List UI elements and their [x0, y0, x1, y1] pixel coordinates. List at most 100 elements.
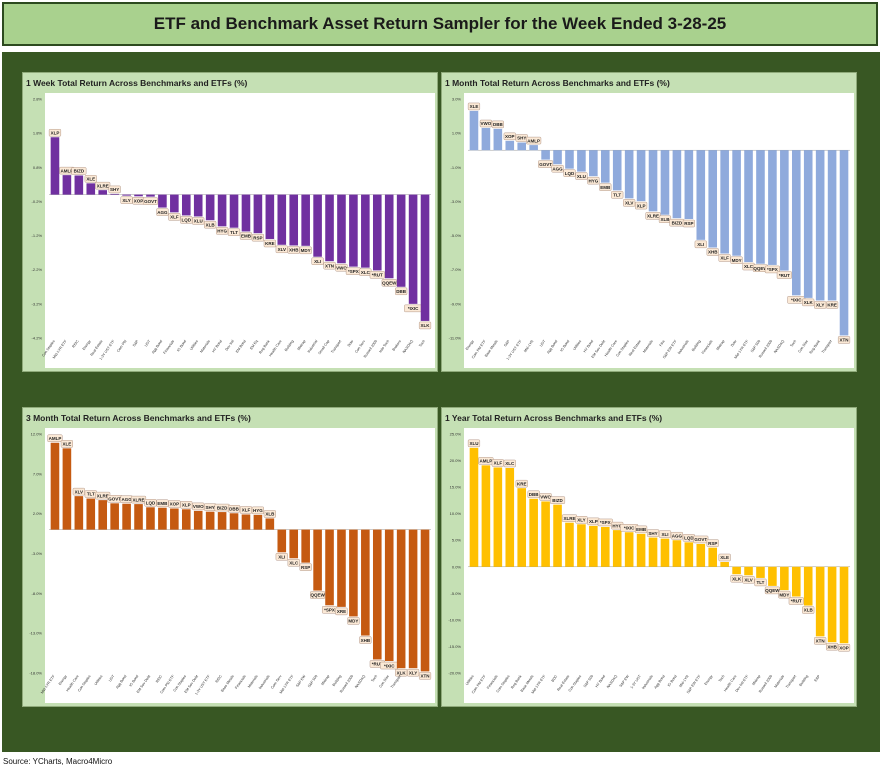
bar — [205, 511, 215, 530]
y-tick-label: 2.8% — [33, 97, 43, 102]
category-label: Con Disc — [378, 674, 390, 688]
bar — [493, 467, 503, 567]
bar — [768, 150, 777, 265]
data-label: XLB — [265, 512, 275, 517]
data-label-box — [395, 669, 408, 677]
data-label: GOVT — [694, 537, 707, 542]
data-label: XLV — [625, 201, 633, 206]
bar — [505, 140, 515, 151]
data-label-box — [251, 506, 264, 515]
data-label: XLP — [637, 203, 646, 208]
bar — [289, 194, 299, 246]
category-label: Agg Bond — [151, 339, 163, 354]
category-label: REIC — [215, 674, 223, 684]
category-label: S&P — [132, 339, 140, 348]
category-label: HY Bond — [595, 674, 606, 688]
data-label-box — [730, 575, 743, 583]
bar — [839, 150, 849, 336]
category-label: Industrials — [641, 674, 654, 690]
data-label: XLK — [397, 670, 407, 675]
bar — [134, 504, 143, 530]
data-label: XLI — [661, 532, 668, 537]
data-label: *RUT — [372, 273, 383, 278]
category-label: S&P EW — [295, 674, 307, 688]
data-label: XLU — [194, 219, 203, 224]
category-label: EM Eq — [249, 339, 258, 350]
category-label: HY Bond — [583, 339, 594, 353]
category-label: Agg Bond — [653, 674, 665, 689]
bar — [98, 500, 108, 530]
chart-svg-1-week: 2.8% 1.8% 0.8% -0.2% -1.2% -2.2% -3.2% -4.2% XLP… — [32, 97, 432, 361]
data-label-box — [168, 500, 181, 508]
bar — [720, 561, 729, 567]
category-label: Materials — [642, 339, 654, 353]
bar — [839, 566, 849, 644]
category-label: REIC — [71, 339, 79, 349]
bar — [325, 194, 334, 262]
y-tick-label: -1.0% — [451, 165, 462, 170]
y-tick-label: 1.0% — [452, 131, 462, 136]
category-label: Energy — [704, 674, 714, 686]
data-label: XLRE — [563, 516, 575, 521]
bar — [325, 529, 334, 606]
data-label: XLP — [51, 130, 60, 135]
category-label: Mid-1YR — [523, 339, 535, 353]
bar — [553, 504, 562, 567]
data-label: SHY — [648, 531, 657, 536]
data-label-box — [395, 287, 408, 295]
bar — [181, 509, 191, 530]
category-label: Energy — [58, 674, 68, 686]
data-label-box — [95, 181, 111, 190]
bar — [612, 150, 622, 191]
data-label: XLI — [278, 555, 285, 560]
bar — [134, 194, 143, 197]
bar — [229, 194, 239, 228]
category-label: Midcap — [320, 674, 330, 686]
bar — [86, 183, 96, 195]
y-tick-label: -13.0% — [29, 631, 42, 636]
data-label-box — [108, 185, 121, 194]
bar — [384, 194, 394, 279]
chart-svg-3-month: 12.0% 7.0% 2.0% -3.0% -8.0% -13.0% -18.0% AMLP M… — [29, 432, 432, 696]
panel-3-month: 3 Month Total Return Across Benchmarks a… — [22, 407, 438, 707]
bar — [744, 150, 753, 263]
data-label-box — [467, 439, 481, 448]
data-label-box — [491, 120, 504, 129]
bar — [349, 194, 358, 267]
data-label-box — [754, 578, 767, 587]
data-label: LQD — [565, 171, 575, 176]
data-label: XHB — [827, 644, 837, 649]
bar — [146, 194, 155, 197]
bar — [732, 150, 741, 256]
bar — [744, 566, 753, 576]
category-label: Reg Bank — [258, 339, 270, 354]
data-label-box — [527, 490, 540, 498]
data-label-box — [71, 167, 87, 175]
data-label-box — [310, 591, 326, 599]
data-label: XLB — [804, 608, 814, 613]
data-label: KRE — [827, 303, 837, 308]
data-label-box — [778, 590, 791, 599]
data-label-box — [204, 221, 217, 229]
bar — [708, 547, 718, 567]
bar — [372, 194, 382, 271]
y-tick-label: -2.2% — [32, 267, 43, 272]
category-label: Dow — [347, 339, 355, 348]
bar — [600, 526, 610, 567]
bar — [600, 150, 610, 183]
y-tick-label: -11.0% — [449, 336, 462, 341]
data-label: XHB — [361, 638, 371, 643]
data-label: AGG — [121, 497, 132, 502]
data-label: VWO — [540, 495, 551, 500]
bar — [384, 529, 394, 662]
data-label-box — [742, 576, 755, 584]
bar — [193, 510, 203, 530]
data-label: XLE — [63, 442, 72, 447]
data-label: XHB — [289, 248, 299, 253]
category-label: Mid-1YR ETF — [40, 674, 56, 695]
category-label: Real Estate — [628, 339, 642, 357]
data-label-box — [646, 529, 660, 537]
data-label: VWO — [193, 504, 204, 509]
panel-title-3-month: 3 Month Total Return Across Benchmarks a… — [26, 413, 251, 423]
bar — [660, 150, 670, 215]
